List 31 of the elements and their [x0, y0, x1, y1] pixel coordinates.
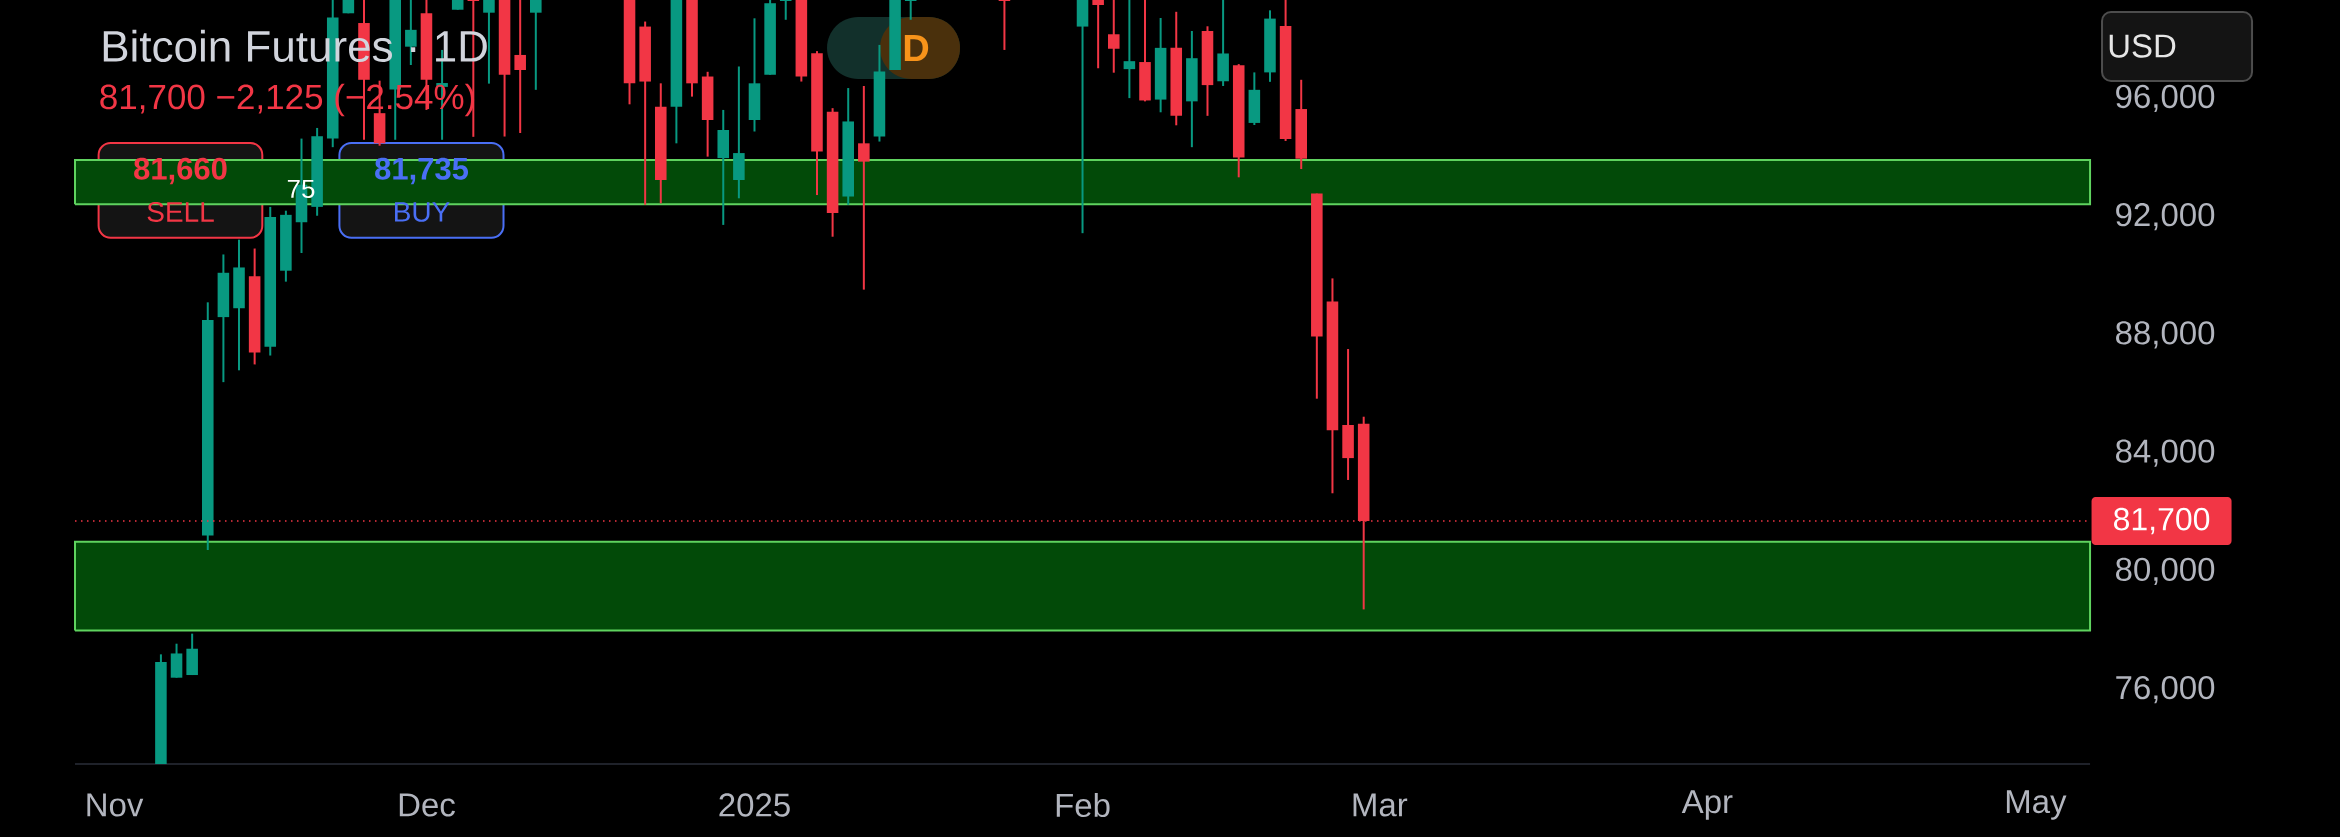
x-tick-label: May: [2006, 790, 2067, 820]
annotation: 81,660: [134, 157, 227, 185]
candlestick: [530, 0, 542, 91]
annotation: BUY: [395, 202, 450, 222]
annotation: SELL: [147, 202, 214, 222]
y-tick-label: 88,000: [2116, 321, 2215, 349]
x-tick-label: Nov: [87, 793, 144, 817]
candlestick: [903, 0, 918, 21]
candlestick: [1107, 0, 1120, 74]
candlestick: [778, 0, 793, 21]
candlestick: [1076, 0, 1089, 235]
annotation: 75: [287, 179, 315, 199]
x-tick-label: Apr: [1681, 790, 1733, 820]
y-tick-label: 92,000: [2116, 202, 2215, 231]
text: USD: [2109, 34, 2176, 58]
x-tick-label: Dec: [399, 793, 455, 817]
y-tick-label: 80,000: [2116, 557, 2215, 585]
x-tick-label: Mar: [1353, 793, 1408, 817]
annotation: 81,735: [375, 157, 469, 185]
y-tick-label: 84,000: [2116, 439, 2215, 467]
candlestick: [514, 0, 526, 134]
x-tick-label: Feb: [1056, 792, 1110, 818]
candlestick: [858, 84, 870, 291]
annotation: D: [904, 34, 929, 62]
candlestick: [1123, 0, 1136, 100]
y-tick-label: 76,000: [2116, 675, 2215, 704]
x-tick-label: 2025: [719, 793, 790, 817]
candlestick: [1092, 0, 1104, 70]
ref-line-label: 81,700: [2114, 507, 2210, 535]
y-tick-label: 96,000: [2116, 84, 2215, 113]
candlestick: [997, 0, 1012, 51]
